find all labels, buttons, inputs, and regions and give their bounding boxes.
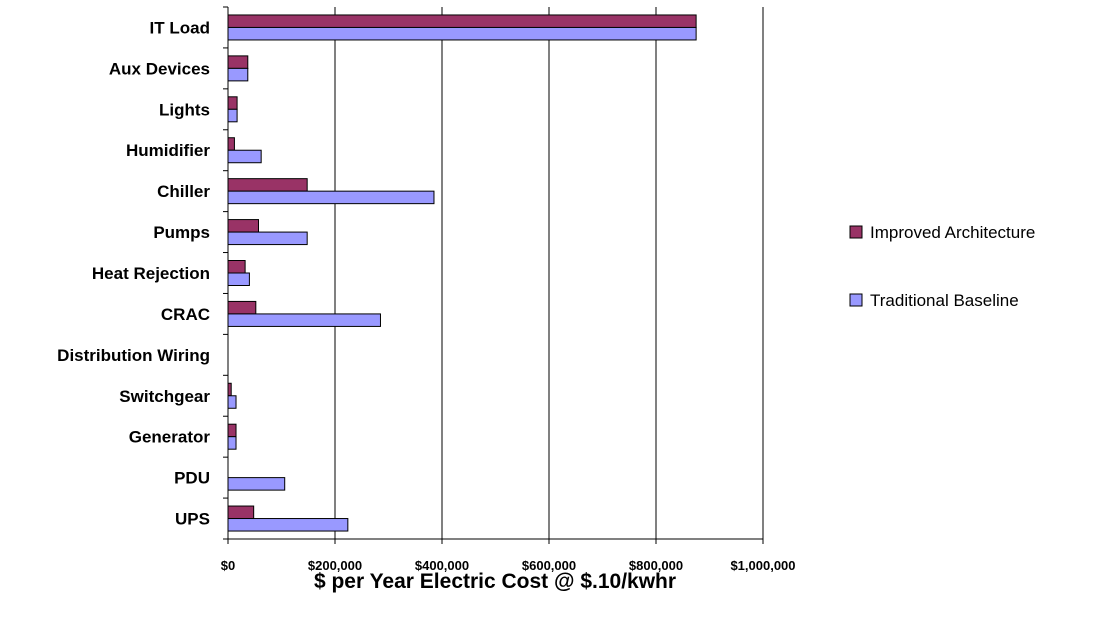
bar-baseline <box>227 518 349 532</box>
bar-improved <box>227 423 237 438</box>
bar-improved <box>227 260 246 274</box>
bar-improved <box>227 505 255 520</box>
bar-baseline <box>227 231 308 246</box>
category-label: Lights <box>159 100 210 119</box>
x-tick-label: $600,000 <box>522 558 576 573</box>
legend: Improved Architecture Traditional Baselin… <box>849 223 1035 310</box>
bar-baseline <box>227 272 250 286</box>
x-tick-label: $0 <box>221 558 235 573</box>
x-tick-label: $400,000 <box>415 558 469 573</box>
x-tick-label: $800,000 <box>629 558 683 573</box>
category-label: IT Load <box>150 18 210 37</box>
category-label: CRAC <box>161 305 210 324</box>
x-tick-label: $200,000 <box>308 558 362 573</box>
x-tick-label: $1,000,000 <box>730 558 795 573</box>
legend-swatch <box>849 225 863 239</box>
bar-baseline <box>227 436 237 450</box>
category-label: UPS <box>175 510 210 529</box>
category-label: Heat Rejection <box>92 264 210 283</box>
bar-improved <box>227 14 697 28</box>
category-label: Humidifier <box>126 141 210 160</box>
axes <box>223 6 764 544</box>
bar-baseline <box>227 477 286 491</box>
bar-baseline <box>227 67 249 82</box>
legend-label: Traditional Baseline <box>870 291 1019 310</box>
category-label: Aux Devices <box>109 59 210 78</box>
grid-lines <box>334 7 764 539</box>
category-label: Generator <box>129 428 211 447</box>
bar-improved <box>227 219 259 233</box>
bar-baseline <box>227 190 435 205</box>
bar-baseline <box>227 26 697 41</box>
bar-improved <box>227 55 249 69</box>
legend-label: Improved Architecture <box>870 223 1035 242</box>
bar-baseline <box>227 395 237 409</box>
bar-baseline <box>227 313 381 327</box>
bar-improved <box>227 300 257 315</box>
bar-improved <box>227 96 238 110</box>
x-axis-title: $ per Year Electric Cost @ $.10/kwhr <box>314 570 676 593</box>
bars <box>227 14 697 532</box>
bar-baseline <box>227 149 262 164</box>
bar-improved <box>227 178 308 192</box>
category-label: Switchgear <box>119 387 210 406</box>
category-label: Chiller <box>157 182 210 201</box>
legend-swatch <box>849 293 863 307</box>
category-label: PDU <box>174 469 210 488</box>
category-label: Pumps <box>153 223 210 242</box>
category-label: Distribution Wiring <box>57 346 210 365</box>
bar-improved <box>227 137 235 151</box>
bar-baseline <box>227 108 238 123</box>
labels: $0 $200,000 $400,000 $600,000 $800,000 $1,000… <box>57 18 795 573</box>
